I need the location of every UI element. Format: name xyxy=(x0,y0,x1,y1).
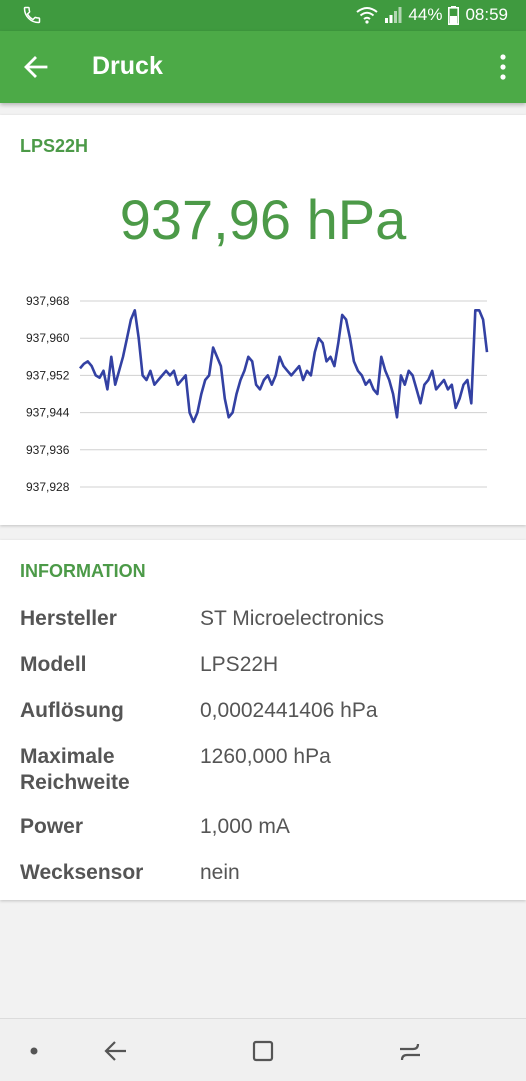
info-key: Hersteller xyxy=(20,607,117,630)
current-reading: 937,96 hPa xyxy=(119,188,407,251)
clock: 08:59 xyxy=(465,5,508,24)
status-bar: 44% 08:59 xyxy=(0,0,526,31)
app-bar: Druck xyxy=(0,31,526,103)
y-tick-label: 937,960 xyxy=(26,331,70,345)
back-nav-icon[interactable] xyxy=(102,1037,130,1065)
pressure-line-chart: 937,968 937,960 937,952 937,944 937,936 937,9… xyxy=(26,294,489,494)
info-value: 1,000 mA xyxy=(200,815,290,838)
more-options-icon[interactable] xyxy=(498,53,508,81)
info-key: Wecksensor xyxy=(20,861,144,884)
dot-icon[interactable] xyxy=(22,1037,50,1065)
pressure-series-line xyxy=(79,308,489,424)
sensor-name: LPS22H xyxy=(20,136,89,156)
info-value: ST Microelectronics xyxy=(200,607,384,630)
system-navigation-bar xyxy=(0,1018,526,1081)
wifi-icon xyxy=(356,7,379,24)
information-card: INFORMATION Hersteller ST Microelectroni… xyxy=(0,540,526,900)
home-nav-icon[interactable] xyxy=(249,1037,277,1065)
back-arrow-icon[interactable] xyxy=(20,51,52,83)
recent-apps-icon[interactable] xyxy=(396,1037,424,1065)
info-value: 1260,000 hPa xyxy=(200,745,331,768)
battery-icon xyxy=(448,5,460,25)
info-value: nein xyxy=(200,861,240,884)
info-key: Maximale Reichweite xyxy=(20,745,130,794)
y-tick-label: 937,928 xyxy=(26,480,70,494)
y-tick-label: 937,936 xyxy=(26,443,70,457)
page-title: Druck xyxy=(92,52,163,80)
info-value: 0,0002441406 hPa xyxy=(200,699,378,722)
y-tick-label: 937,944 xyxy=(26,406,70,420)
sensor-card: LPS22H 937,96 hPa 937,968 937,960 937,952 9… xyxy=(0,115,526,525)
y-tick-label: 937,952 xyxy=(26,368,70,382)
info-key: Power xyxy=(20,815,84,838)
info-key: Auflösung xyxy=(20,699,124,722)
signal-icon xyxy=(385,7,402,23)
info-value: LPS22H xyxy=(200,653,279,676)
information-title: INFORMATION xyxy=(20,561,146,581)
y-tick-label: 937,968 xyxy=(26,294,70,308)
phone-icon xyxy=(23,6,41,24)
info-key: Modell xyxy=(20,653,87,676)
battery-percent: 44% xyxy=(408,5,443,24)
